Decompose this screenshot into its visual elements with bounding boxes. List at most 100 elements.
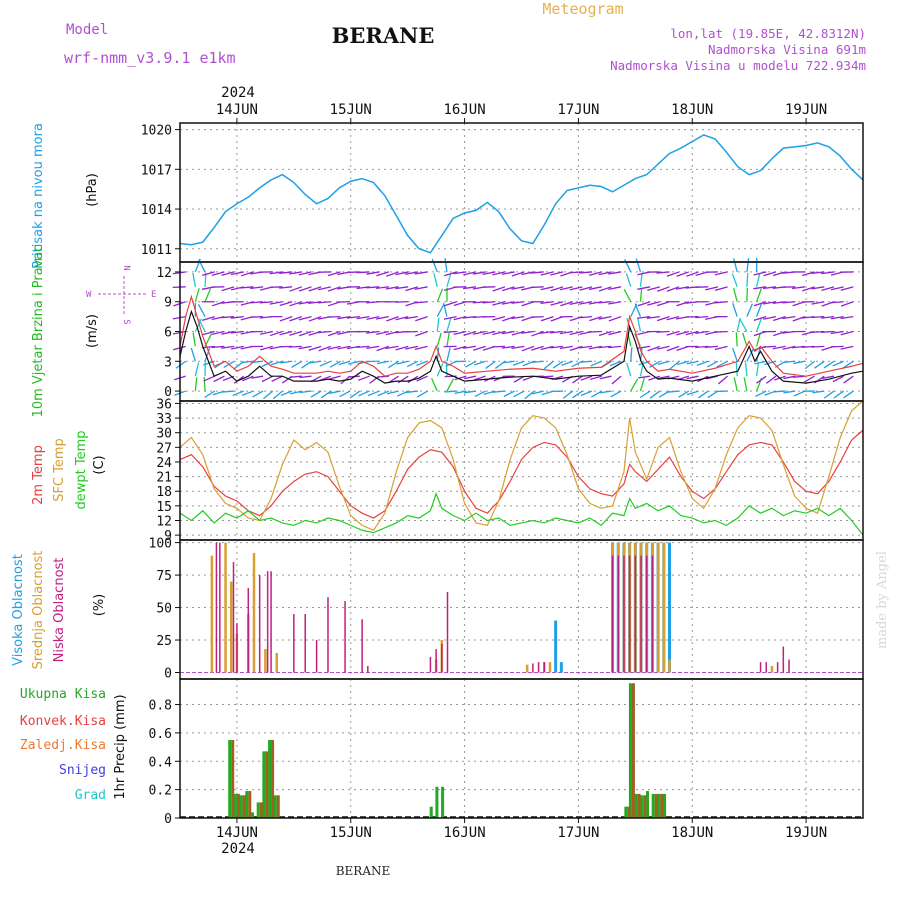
wind-arrow — [444, 271, 457, 277]
conv-precip-bar — [231, 739, 235, 818]
total-precip-bar — [628, 683, 632, 818]
wind-arrow — [755, 288, 762, 302]
wind-arrow — [608, 301, 622, 305]
wind-arrow — [482, 301, 496, 304]
wind-arrow — [812, 390, 825, 394]
wind-arrow — [356, 345, 370, 349]
conv-precip-bar — [265, 751, 269, 818]
wind-arrow — [686, 360, 699, 365]
bottom-date-label: 17JUN — [557, 825, 599, 841]
wind-arrow — [746, 348, 754, 362]
conv-precip-bar — [643, 795, 647, 818]
wind-arrow — [194, 377, 198, 392]
wind-arrow — [436, 363, 444, 377]
ytick-label: 15 — [156, 500, 172, 515]
low-cloud-bar — [765, 662, 767, 673]
wind-arrow — [320, 390, 332, 399]
wind-arrow — [843, 390, 854, 399]
wind-arrow — [433, 273, 438, 287]
low-cloud-bar — [532, 663, 534, 673]
wind-arrow — [416, 360, 428, 366]
wind-arrow — [791, 286, 806, 290]
wind-arrow — [823, 360, 835, 369]
wind-arrow — [289, 330, 302, 336]
wind-arrow — [840, 301, 854, 307]
wind-arrow — [356, 271, 370, 274]
conv-precip-bar — [637, 793, 641, 818]
wind-ylabel-line1: 10m Vjetar Brzina i Pravac — [31, 245, 46, 418]
wind-arrow — [524, 390, 535, 400]
ytick-label: 50 — [156, 602, 172, 617]
wind-arrow — [446, 317, 452, 332]
wind-arrow — [261, 360, 274, 368]
wind-compass: N W E S — [86, 265, 156, 324]
wind-arrow — [222, 390, 235, 393]
total-precip-bar — [233, 793, 237, 818]
bottom-year-label: 2024 — [221, 841, 255, 857]
low-cloud-bar — [759, 662, 762, 673]
wind-arrow — [733, 258, 738, 273]
wind-arrow — [695, 345, 709, 349]
wind-arrow — [414, 301, 428, 304]
wind-arrow — [279, 315, 293, 322]
station-footer: BERANE — [336, 864, 391, 878]
cloud-unit: (%) — [92, 594, 107, 617]
meteogram-label: Meteogram — [542, 0, 623, 18]
mid-cloud-bar — [662, 542, 666, 673]
wind-arrow — [755, 332, 761, 347]
conv-precip-bar — [627, 806, 631, 818]
wind-arrow — [696, 360, 709, 366]
mid-cloud-bar — [252, 552, 256, 673]
wind-arrow — [676, 301, 690, 307]
wind-arrow — [386, 315, 399, 322]
wind-arrow — [261, 375, 274, 383]
wind-arrow — [366, 330, 380, 334]
wind-arrow — [609, 360, 622, 367]
wind-arrow — [204, 272, 207, 287]
wind-arrow — [328, 375, 341, 380]
wind-arrow — [590, 360, 603, 367]
wind-arrow — [676, 330, 690, 336]
wind-arrow — [250, 286, 264, 290]
legend-total-precip: Ukupna Kisa — [20, 687, 106, 702]
wind-arrow — [559, 330, 573, 335]
precip-ylabel: 1hr Precip (mm) — [113, 694, 128, 799]
cloud-panel: 0 25 50 75 100 — [149, 537, 864, 682]
wind-arrow — [550, 271, 564, 276]
wind-arrow — [194, 288, 200, 302]
wind-arrow — [783, 360, 796, 364]
wind-arrow — [697, 390, 709, 399]
wind-arrow — [530, 286, 544, 289]
ytick-label: 0.2 — [149, 784, 172, 799]
wind-arrow — [580, 360, 593, 363]
wind-arrow — [704, 345, 718, 348]
wind-arrow — [511, 315, 525, 320]
sfctemp-ylabel: SFC Temp — [52, 438, 67, 502]
wind-arrow — [793, 360, 806, 365]
pressure-line — [179, 134, 864, 254]
wind-arrow — [463, 271, 477, 276]
wind-arrow — [763, 301, 777, 305]
wind-arrow — [742, 332, 748, 347]
wind-arrow — [289, 286, 303, 292]
wind-arrow — [820, 330, 835, 333]
ytick-label: 12 — [156, 514, 172, 529]
wind-arrow — [521, 330, 535, 334]
wind-arrow — [625, 273, 632, 288]
wind-arrow — [289, 375, 302, 378]
wind-arrow — [598, 271, 612, 276]
ytick-label: 30 — [156, 427, 172, 442]
wind-arrow — [310, 390, 322, 398]
wind-arrow — [686, 390, 699, 396]
wind-arrow — [327, 315, 341, 318]
mid-cloud-bar — [264, 649, 267, 673]
wind-arrow — [491, 345, 506, 348]
mid-cloud-bar — [770, 666, 774, 673]
wind-arrow — [385, 345, 399, 350]
wind-arrow — [569, 301, 583, 305]
low-cloud-bar — [611, 555, 614, 673]
wind-arrow — [540, 345, 554, 351]
pressure-unit: (hPa) — [85, 173, 100, 207]
panel-frame — [179, 678, 864, 819]
ytick-label: 75 — [156, 569, 172, 584]
